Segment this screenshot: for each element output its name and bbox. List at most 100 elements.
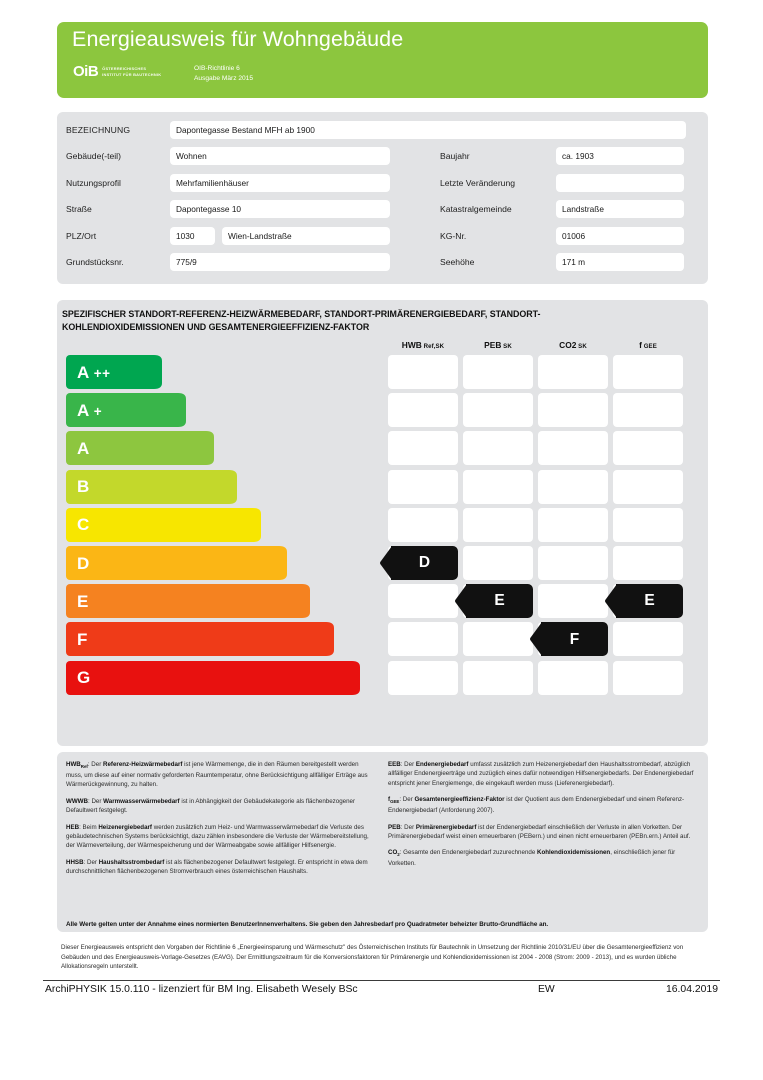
rating-band-label: A [77, 438, 90, 458]
legend-entry: CO2: Gesamte den Endenergiebedarf zuzure… [388, 849, 676, 868]
chart-title-line2: STANDORT-KOHLENDIOXIDEMISSIONEN UND GESA… [62, 309, 541, 332]
legend-column-left: HWBRef: Der Referenz-Heizwärmebedarf ist… [66, 760, 376, 877]
result-marker-body [391, 546, 458, 580]
chart-title-line1: SPEZIFISCHER STANDORT-REFERENZ-HEIZWÄRME… [62, 309, 488, 319]
rating-band-D: D [66, 546, 287, 580]
city-field[interactable]: Wien-Landstraße [222, 226, 390, 245]
grid-cell [538, 431, 608, 466]
form-field[interactable]: Wohnen [170, 147, 390, 166]
grid-cell [538, 584, 608, 619]
form-row: Grundstücksnr. 775/9 [66, 253, 390, 271]
rating-band-tip [316, 622, 334, 657]
guideline-reference: OIB-Richtlinie 6 Ausgabe März 2015 [194, 64, 253, 84]
legend-entry-key: HWBRef [66, 761, 88, 770]
rating-band-body: A ++ [66, 355, 144, 389]
form-row: Letzte Veränderung [440, 173, 684, 192]
rating-band-body: B [66, 469, 219, 504]
legend-entry: fGEE: Der Gesamtenergieeffizienz-Faktor … [388, 796, 685, 815]
form-row: BEZEICHNUNG Dapontegasse Bestand MFH ab 1… [66, 121, 686, 139]
grid-cell [388, 469, 458, 504]
legend-entry-key-subscript: GEE [390, 799, 400, 805]
grid-cell [463, 431, 533, 466]
legend-entry-term: Warmwasserwärmebedarf [103, 797, 180, 805]
result-marker-body [616, 584, 683, 619]
oib-logo-subtitle-line2: INSTITUT FÜR BAUTECHNIK [102, 71, 162, 77]
column-header-label: f [639, 340, 642, 350]
oib-logo-mark: OiB [73, 63, 99, 80]
footer-initials: EW [538, 984, 555, 995]
rating-band-B: B [66, 469, 237, 504]
column-header-label: HWB [401, 340, 422, 350]
legend-entry-term: Haushaltsstrombedarf [98, 858, 165, 866]
legend-entry-term: Kohlendioxidemissionen [536, 849, 611, 857]
form-field[interactable]: Dapontegasse 10 [170, 200, 390, 219]
form-row: Katastralgemeinde Landstraße [440, 200, 684, 219]
grid-cell [613, 355, 683, 389]
form-field[interactable]: 01006 [556, 226, 684, 245]
legend-entry-term: Referenz-Heizwärmebedarf [103, 761, 183, 768]
rating-band-A+: A + [66, 393, 186, 428]
legend-entry-term: Gesamtenergieeffizienz-Faktor [414, 796, 505, 804]
column-header-subscript: SK [576, 343, 587, 350]
rating-band-label: A + [77, 400, 103, 420]
legend-entry-key: PEB [388, 823, 401, 831]
column-header-fgee: f GEE [613, 340, 683, 350]
form-field[interactable]: ca. 1903 [556, 147, 684, 166]
form-row: Gebäude(-teil) Wohnen [66, 147, 390, 166]
result-marker-fgee: E [605, 584, 683, 619]
oib-logo: OiB ÖSTERREICHISCHES INSTITUT FÜR BAUTEC… [73, 64, 161, 79]
legend-entry: PEB: Der Primärenergiebedarf ist der End… [388, 823, 691, 841]
rating-band-body: G [66, 660, 342, 695]
grid-cell [538, 393, 608, 428]
legend-entry: EEB: Der Endenergiebedarf umfasst zusätz… [388, 761, 694, 787]
form-field[interactable]: 171 m [556, 253, 684, 271]
grid-cell [613, 660, 683, 695]
result-marker-label: F [569, 630, 580, 648]
legend-entry-key-subscript: 2 [397, 852, 400, 858]
legend-panel [57, 752, 708, 932]
guideline-name: OIB-Richtlinie 6 [194, 65, 240, 72]
form-field[interactable]: Dapontegasse Bestand MFH ab 1900 [170, 121, 686, 139]
rating-band-A++: A ++ [66, 355, 162, 389]
rating-band-label: B [77, 477, 90, 497]
grid-cell [538, 469, 608, 504]
form-label: Grundstücksnr. [66, 257, 124, 267]
form-row: Straße Dapontegasse 10 [66, 200, 390, 219]
form-field[interactable] [556, 173, 684, 192]
form-label: Seehöhe [440, 257, 475, 267]
form-label: Nutzungsprofil [66, 177, 121, 188]
column-header-label: PEB [484, 340, 502, 350]
rating-band-label: C [77, 515, 90, 535]
grid-cell [463, 507, 533, 542]
rating-band-label: D [77, 553, 90, 573]
rating-band-label: E [77, 591, 89, 611]
grid-cell [538, 355, 608, 389]
legend-entry-term: Primärenergiebedarf [415, 823, 477, 831]
column-header-peb: PEB SK [463, 340, 533, 350]
grid-cell [388, 584, 458, 619]
grid-cell [463, 546, 533, 580]
form-row: Baujahr ca. 1903 [440, 147, 684, 166]
oib-logo-subtitle: ÖSTERREICHISCHES INSTITUT FÜR BAUTECHNIK [102, 66, 161, 77]
form-field[interactable]: Landstraße [556, 200, 684, 219]
column-header-subscript: GEE [641, 343, 657, 350]
rating-band-label: G [77, 668, 91, 688]
legend-entry-key: EEB [388, 761, 401, 768]
grid-cell [388, 507, 458, 542]
form-field[interactable]: 775/9 [170, 253, 390, 271]
column-header-subscript: Ref,SK [421, 343, 445, 350]
rating-band-tip [219, 469, 237, 504]
legend-entry-key: CO2 [388, 849, 400, 858]
rating-band-body: F [66, 622, 316, 657]
legend-entry-key: fGEE [388, 796, 400, 805]
result-marker-label: D [418, 554, 431, 572]
legend-entry-term: Heizenergiebedarf [98, 823, 152, 831]
form-field[interactable]: Mehrfamilienhäuser [170, 173, 390, 192]
postal-code-field[interactable]: 1030 [170, 226, 215, 245]
result-marker-tip [530, 622, 542, 657]
disclaimer-text: Dieser Energieausweis entspricht den Vor… [61, 944, 684, 971]
rating-band-body: E [66, 584, 292, 619]
rating-band-body: A [66, 431, 196, 466]
grid-cell [388, 431, 458, 466]
rating-band-G: G [66, 660, 360, 695]
